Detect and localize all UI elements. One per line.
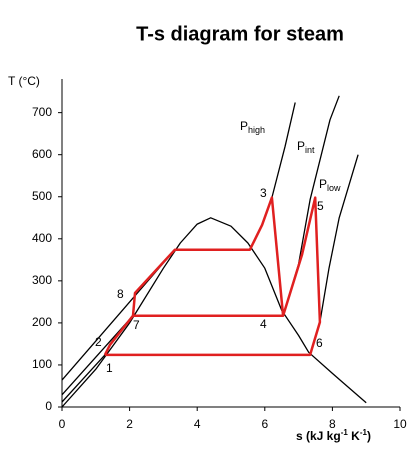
isobar-label-main: P bbox=[297, 139, 305, 153]
point-label: 7 bbox=[133, 318, 140, 332]
y-tick-label: 200 bbox=[32, 315, 52, 329]
isobar-label-main: P bbox=[319, 177, 327, 191]
x-label-part: ) bbox=[367, 429, 371, 443]
x-axis-label: s (kJ kg-1 K-1) bbox=[296, 428, 371, 443]
x-tick-label: 6 bbox=[261, 417, 268, 431]
x-label-part: s (kJ kg bbox=[296, 429, 341, 443]
x-label-sup: -1 bbox=[360, 428, 368, 437]
point-label: 3 bbox=[260, 186, 267, 200]
isobar-label-sub: high bbox=[248, 125, 265, 135]
x-tick-label: 0 bbox=[59, 417, 66, 431]
x-tick-label: 4 bbox=[194, 417, 201, 431]
isobar-label-sub: low bbox=[327, 183, 341, 193]
x-tick-label: 10 bbox=[393, 417, 407, 431]
y-tick-label: 0 bbox=[45, 399, 52, 413]
y-tick-label: 700 bbox=[32, 105, 52, 119]
y-tick-label: 400 bbox=[32, 231, 52, 245]
curve-line bbox=[61, 217, 367, 408]
isobar-label-main: P bbox=[240, 119, 248, 133]
point-label: 8 bbox=[117, 287, 124, 301]
point-label: 6 bbox=[316, 336, 323, 350]
y-tick-label: 300 bbox=[32, 273, 52, 287]
point-label: 2 bbox=[95, 335, 102, 349]
isobar-label: Plow bbox=[319, 177, 341, 193]
x-label-part: K bbox=[348, 429, 360, 443]
point-label: 4 bbox=[260, 317, 267, 331]
chart-title: T-s diagram for steam bbox=[136, 23, 344, 45]
isobar-label: Phigh bbox=[240, 119, 265, 135]
x-tick-label: 2 bbox=[126, 417, 133, 431]
y-tick-label: 600 bbox=[32, 147, 52, 161]
y-axis-label: T (°C) bbox=[8, 74, 40, 88]
cycle-line bbox=[103, 196, 322, 357]
x-label-sup: -1 bbox=[341, 428, 349, 437]
point-label: 5 bbox=[317, 199, 324, 213]
point-label: 1 bbox=[106, 361, 113, 375]
isobar-label: Pint bbox=[297, 139, 315, 155]
isobar-label-sub: int bbox=[305, 145, 315, 155]
y-tick-label: 100 bbox=[32, 357, 52, 371]
y-tick-label: 500 bbox=[32, 189, 52, 203]
x-tick-label: 8 bbox=[329, 417, 336, 431]
